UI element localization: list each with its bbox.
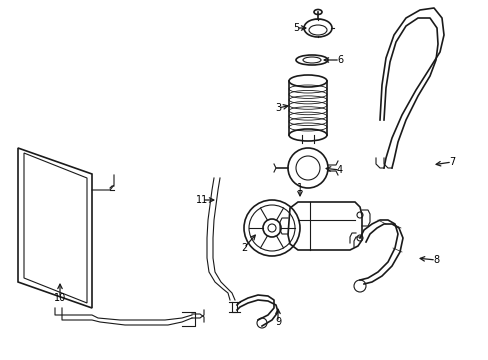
Text: 3: 3 xyxy=(274,103,281,113)
Text: 9: 9 xyxy=(274,317,281,327)
Text: 5: 5 xyxy=(292,23,299,33)
Text: 11: 11 xyxy=(196,195,208,205)
Text: 2: 2 xyxy=(241,243,246,253)
Text: 10: 10 xyxy=(54,293,66,303)
Text: 6: 6 xyxy=(336,55,343,65)
Text: 7: 7 xyxy=(448,157,454,167)
Text: 8: 8 xyxy=(432,255,438,265)
Text: 1: 1 xyxy=(296,183,303,193)
Text: 4: 4 xyxy=(336,165,343,175)
